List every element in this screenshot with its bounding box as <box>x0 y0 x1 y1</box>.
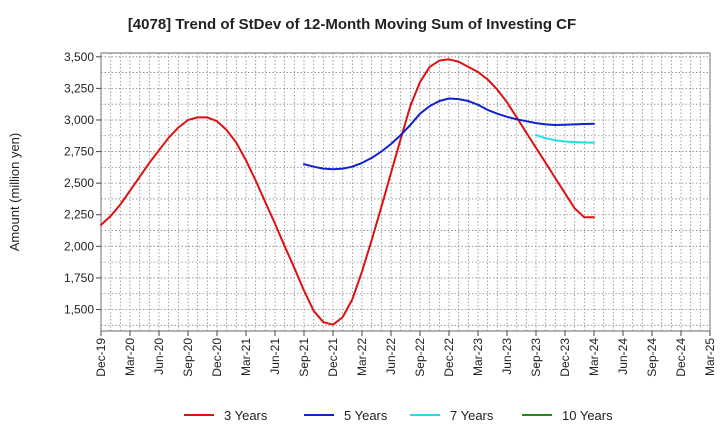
y-tick-label: 2,750 <box>64 145 94 159</box>
x-tick-label: Sep-20 <box>181 338 195 377</box>
x-tick-label: Sep-23 <box>529 338 543 377</box>
y-tick-label: 2,500 <box>64 176 94 190</box>
y-tick-label: 2,000 <box>64 239 94 253</box>
x-tick-label: Mar-24 <box>587 338 601 376</box>
legend: 3 Years 5 Years 7 Years 10 Years <box>184 408 613 423</box>
x-tick-label: Dec-23 <box>558 338 572 377</box>
y-tick-label: 3,000 <box>64 113 94 127</box>
y-axis-label: Amount (million yen) <box>7 133 22 252</box>
y-tick-label: 1,500 <box>64 303 94 317</box>
x-tick-label: Dec-22 <box>442 338 456 377</box>
x-tick-label: Jun-21 <box>268 338 282 375</box>
x-axis: Dec-19 Mar-20 Jun-20 Sep-20 Dec-20 Mar-21 Jun-… <box>94 331 717 377</box>
x-tick-label: Mar-21 <box>239 338 253 376</box>
legend-label: 10 Years <box>562 408 613 423</box>
plot-border <box>100 52 711 332</box>
x-tick-label: Mar-22 <box>355 338 369 376</box>
x-tick-label: Jun-20 <box>152 338 166 375</box>
x-tick-label: Jun-24 <box>616 338 630 375</box>
x-tick-label: Dec-20 <box>210 338 224 377</box>
series-line <box>303 97 595 171</box>
x-tick-label: Sep-21 <box>297 338 311 377</box>
x-tick-label: Sep-22 <box>413 338 427 377</box>
grid <box>100 53 711 331</box>
x-tick-label: Mar-25 <box>703 338 717 376</box>
y-axis: 1,500 1,750 2,000 2,250 2,500 2,750 3,000 3,250… <box>64 50 101 317</box>
x-tick-label: Mar-20 <box>123 338 137 376</box>
x-tick-label: Mar-23 <box>471 338 485 376</box>
plot-area <box>100 52 711 332</box>
x-tick-label: Sep-24 <box>645 338 659 377</box>
series-lines <box>100 58 595 326</box>
legend-label: 7 Years <box>450 408 494 423</box>
x-tick-label: Jun-23 <box>500 338 514 375</box>
x-tick-label: Dec-24 <box>674 338 688 377</box>
chart-title: [4078] Trend of StDev of 12-Month Moving… <box>128 16 576 33</box>
y-tick-label: 3,500 <box>64 50 94 64</box>
y-tick-label: 1,750 <box>64 271 94 285</box>
x-tick-label: Dec-19 <box>94 338 108 377</box>
x-tick-label: Dec-21 <box>326 338 340 377</box>
y-tick-label: 2,250 <box>64 208 94 222</box>
series-line <box>100 58 595 326</box>
series-line <box>535 134 595 144</box>
y-tick-label: 3,250 <box>64 81 94 95</box>
x-tick-label: Jun-22 <box>384 338 398 375</box>
legend-label: 5 Years <box>344 408 388 423</box>
legend-label: 3 Years <box>224 408 268 423</box>
